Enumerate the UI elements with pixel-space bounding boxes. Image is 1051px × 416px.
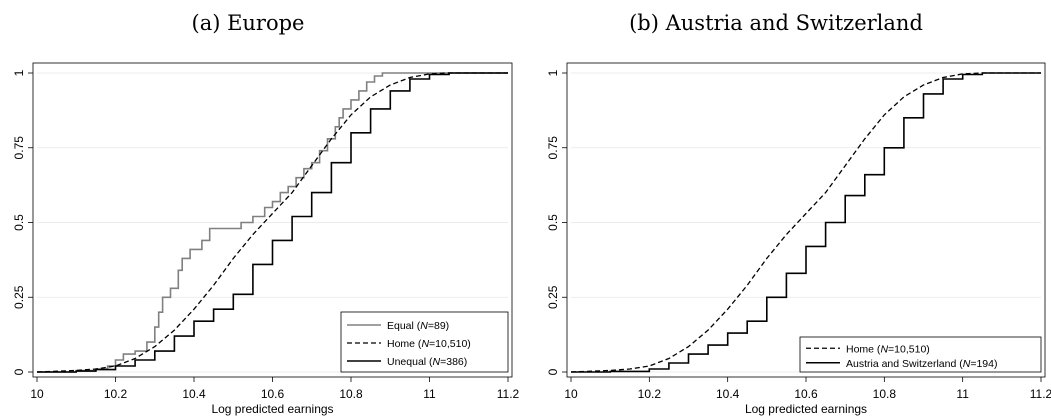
y-tick-label: 0.25 [546, 285, 560, 309]
plot-frame [566, 62, 1046, 378]
legend-n-symbol: N [963, 358, 971, 370]
x-tick-label: 11 [423, 387, 436, 401]
x-tick-label: 10 [30, 387, 44, 401]
legend-label-text: Austria and Switzerland ( [846, 358, 963, 370]
legend-n-symbol: N [433, 356, 441, 368]
legend-label-text: Home ( [846, 343, 881, 355]
y-tick-label: 0.5 [12, 214, 26, 231]
legend-n-value: =194) [970, 358, 997, 370]
y-tick-label: 0.75 [546, 136, 560, 160]
x-tick-label: 10.8 [339, 387, 363, 401]
series-line-equal-n-89 [37, 72, 508, 373]
x-tick-label: 11.2 [497, 387, 520, 401]
x-tick-label: 10.6 [261, 387, 285, 401]
legend-box [340, 311, 509, 373]
legend-label: Austria and Switzerland (N=194) [846, 358, 997, 370]
chart-panel-b: (b) Austria and Switzerland 0 0.25 0.5 0.75 1… [546, 11, 1051, 416]
legend-n-value: =89) [428, 320, 449, 332]
legend-box [799, 336, 1042, 373]
legend-label-text: Home ( [387, 338, 422, 350]
legend-n-symbol: N [421, 338, 429, 350]
legend-label-text: Equal ( [387, 320, 421, 332]
x-tick-label: 11 [956, 387, 969, 401]
chart-title: (b) Austria and Switzerland [629, 11, 923, 35]
x-tick-label: 10.4 [716, 387, 740, 401]
legend-n-value: =386) [440, 356, 467, 368]
y-tick-label: 1 [546, 69, 560, 76]
x-tick-label: 11.2 [1030, 387, 1051, 401]
legend-n-symbol: N [880, 343, 888, 355]
legend-label: Unequal (N=386) [387, 356, 467, 368]
y-tick-label: 0.25 [12, 285, 26, 309]
chart-title: (a) Europe [192, 11, 305, 35]
x-axis-label: Log predicted earnings [745, 402, 867, 416]
legend-n-value: =10,510) [429, 338, 471, 350]
series-line-austria-and-switzerland-n-194 [571, 72, 1041, 373]
series-line-unequal-n-386 [37, 72, 508, 373]
legend-label: Home (N=10,510) [846, 343, 930, 355]
legend-label: Equal (N=89) [387, 320, 449, 332]
x-tick-label: 10 [564, 387, 578, 401]
series-line-home-n-10-510 [570, 72, 1041, 373]
legend-n-symbol: N [420, 320, 428, 332]
legend-label-text: Unequal ( [387, 356, 433, 368]
y-tick-label: 0.75 [12, 136, 26, 160]
x-tick-label: 10.2 [104, 387, 128, 401]
x-tick-label: 10.6 [794, 387, 818, 401]
y-tick-label: 0.5 [546, 214, 560, 231]
series-line-home-n-10-510 [36, 72, 508, 373]
chart-panel-a: (a) Europe 0 0.25 0.5 0.75 1 10 10.2 10.4 10.6 10.… [12, 11, 520, 416]
legend-n-value: =10,510) [888, 343, 930, 355]
x-tick-label: 10.4 [182, 387, 206, 401]
legend-label: Home (N=10,510) [387, 338, 471, 350]
x-axis-label: Log predicted earnings [211, 402, 333, 416]
x-tick-label: 10.8 [873, 387, 897, 401]
y-tick-label: 0 [546, 368, 560, 375]
y-tick-label: 1 [12, 69, 26, 76]
y-tick-label: 0 [12, 368, 26, 375]
x-tick-label: 10.2 [638, 387, 662, 401]
